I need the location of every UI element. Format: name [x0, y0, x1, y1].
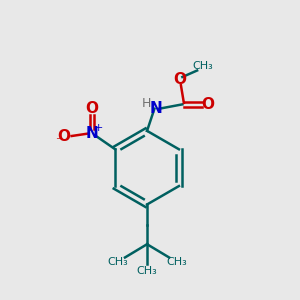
Text: N: N — [85, 126, 98, 141]
Text: CH₃: CH₃ — [107, 257, 128, 268]
Text: N: N — [149, 101, 162, 116]
Text: ⁻: ⁻ — [55, 136, 62, 149]
Text: CH₃: CH₃ — [193, 61, 213, 71]
Text: O: O — [201, 97, 214, 112]
Text: CH₃: CH₃ — [137, 266, 158, 276]
Text: H: H — [142, 97, 151, 110]
Text: O: O — [85, 101, 98, 116]
Text: +: + — [93, 123, 103, 133]
Text: CH₃: CH₃ — [166, 257, 187, 268]
Text: O: O — [173, 72, 186, 87]
Text: O: O — [58, 128, 71, 143]
